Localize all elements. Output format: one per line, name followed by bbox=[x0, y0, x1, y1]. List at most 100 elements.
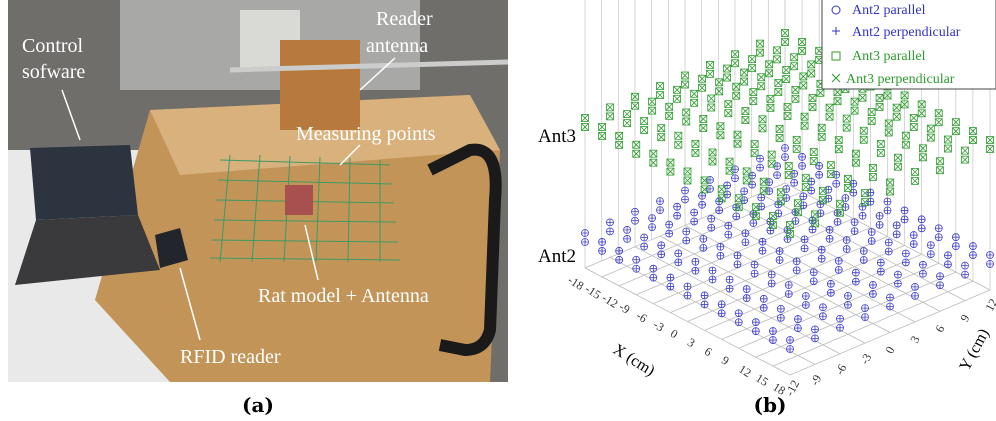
ant3-marker bbox=[768, 151, 775, 158]
ant3-marker bbox=[616, 141, 623, 148]
photo-label: Control bbox=[22, 35, 84, 57]
ant3-marker bbox=[837, 200, 844, 207]
ant3-marker bbox=[707, 70, 714, 77]
ant3-marker bbox=[962, 147, 969, 154]
ant3-marker bbox=[802, 184, 809, 191]
ant3-marker bbox=[885, 120, 892, 127]
ant3-marker bbox=[649, 107, 656, 114]
y-tick-label: 9 bbox=[957, 312, 972, 324]
ant3-marker bbox=[691, 90, 698, 97]
ant3-marker bbox=[657, 83, 664, 90]
ant3-marker bbox=[633, 150, 640, 157]
ant3-marker bbox=[743, 168, 750, 175]
axis-label: X (cm) bbox=[610, 341, 658, 380]
x-tick-label: 12 bbox=[736, 362, 754, 380]
ant3-marker bbox=[777, 189, 784, 196]
ant3-marker bbox=[724, 74, 731, 81]
ant3-marker bbox=[750, 98, 757, 105]
ant3-marker bbox=[751, 150, 758, 157]
ant3-marker bbox=[650, 150, 657, 157]
ant3-marker bbox=[937, 158, 944, 165]
ant3-marker bbox=[834, 89, 841, 96]
ant3-marker bbox=[751, 141, 758, 148]
ant3-marker bbox=[757, 40, 764, 47]
ant3-marker bbox=[725, 110, 732, 117]
axis-label: Y (cm) bbox=[957, 326, 993, 374]
ant3-marker bbox=[624, 120, 631, 127]
ant3-marker bbox=[758, 83, 765, 90]
photo-label: sofware bbox=[22, 61, 85, 83]
ant3-marker bbox=[776, 125, 783, 132]
ant3-marker bbox=[843, 124, 850, 131]
ant3-marker bbox=[810, 149, 817, 156]
ant3-marker bbox=[802, 175, 809, 182]
x-tick-label: -6 bbox=[634, 308, 650, 325]
y-tick-label: -9 bbox=[807, 372, 824, 387]
ant3-marker bbox=[919, 154, 926, 161]
ant3-marker bbox=[927, 134, 934, 141]
ant3-marker bbox=[783, 76, 790, 83]
ant3-marker bbox=[862, 190, 869, 197]
ant3-marker bbox=[800, 73, 807, 80]
photo-label: Rat model + Antenna bbox=[258, 285, 429, 307]
layer-label: Ant3 bbox=[538, 126, 576, 147]
ant3-marker bbox=[709, 158, 716, 165]
ant3-marker bbox=[876, 103, 883, 110]
x-tick-label: 9 bbox=[719, 353, 732, 368]
ant3-marker bbox=[691, 99, 698, 106]
legend-label: Ant3 perpendicular bbox=[846, 72, 955, 87]
ant3-marker bbox=[793, 136, 800, 143]
ant3-marker bbox=[701, 177, 708, 184]
ant3-marker bbox=[759, 116, 766, 123]
photo-label: antenna bbox=[366, 35, 428, 57]
ant3-marker bbox=[808, 61, 815, 68]
ant3-marker bbox=[649, 98, 656, 105]
ant3-marker bbox=[616, 132, 623, 139]
y-tick-label: 12 bbox=[982, 296, 996, 313]
x-tick-label: 15 bbox=[753, 371, 771, 389]
ant3-marker bbox=[826, 104, 833, 111]
ant3-marker bbox=[699, 75, 706, 82]
x-tick-label: 0 bbox=[668, 326, 681, 341]
ant3-marker bbox=[844, 175, 851, 182]
photo-label: RFID reader bbox=[180, 346, 281, 368]
legend-label: Ant2 perpendicular bbox=[852, 25, 961, 40]
ant3-marker bbox=[844, 184, 851, 191]
ant3-marker bbox=[733, 83, 740, 90]
ant3-marker bbox=[894, 163, 901, 170]
ant3-marker bbox=[666, 103, 673, 110]
ant3-marker bbox=[599, 132, 606, 139]
ant3-marker bbox=[894, 154, 901, 161]
ant3-marker bbox=[657, 92, 664, 99]
x-tick-label: -15 bbox=[582, 282, 603, 302]
ant3-marker bbox=[709, 149, 716, 156]
ant3-marker bbox=[674, 95, 681, 102]
ant3-marker bbox=[666, 112, 673, 119]
x-tick-label: -18 bbox=[565, 273, 586, 293]
ant3-marker bbox=[716, 79, 723, 86]
ant3-marker bbox=[843, 115, 850, 122]
ant3-marker bbox=[859, 94, 866, 101]
ant3-marker bbox=[851, 107, 858, 114]
ant3-marker bbox=[809, 95, 816, 102]
ant3-marker bbox=[692, 140, 699, 147]
ant3-marker bbox=[641, 126, 648, 133]
ant3-marker bbox=[910, 123, 917, 130]
ant3-marker bbox=[775, 79, 782, 86]
ant3-marker bbox=[817, 89, 824, 96]
ant3-marker bbox=[944, 145, 951, 152]
ant3-marker bbox=[927, 125, 934, 132]
ant3-marker bbox=[749, 56, 756, 63]
ant3-marker bbox=[708, 95, 715, 102]
ant3-marker bbox=[766, 70, 773, 77]
ant3-marker bbox=[741, 69, 748, 76]
ant3-marker bbox=[741, 78, 748, 85]
ant3-marker bbox=[700, 124, 707, 131]
ant3-marker bbox=[944, 136, 951, 143]
ant3-marker bbox=[742, 117, 749, 124]
ant3-marker bbox=[607, 113, 614, 120]
ant3-marker bbox=[760, 178, 767, 185]
x-tick-label: 6 bbox=[702, 344, 715, 359]
y-tick-label: 3 bbox=[907, 333, 922, 345]
legend: Ant2 parallel Ant2 perpendicular Ant3 pa… bbox=[822, 0, 996, 89]
